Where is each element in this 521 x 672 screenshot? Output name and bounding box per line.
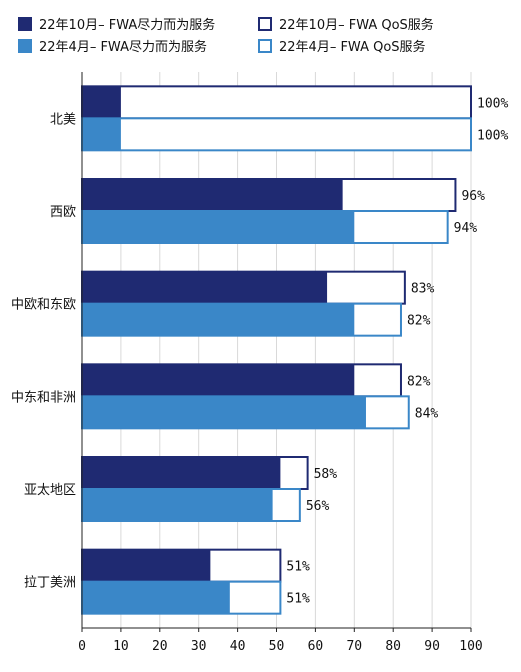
legend-label-oct-qos: 22年10月– FWA QoS服务	[279, 18, 434, 33]
legend-item-apr-qos: 22年4月– FWA QoS服务	[258, 36, 426, 55]
bar-apr-best-effort	[82, 396, 366, 429]
x-tick-label-80: 80	[385, 639, 401, 654]
x-axis: 0 10 20 30 40 50 60 70 80 90 100	[78, 72, 483, 654]
legend: 22年10月– FWA尽力而为服务 22年10月– FWA QoS服务 22年4…	[0, 0, 521, 60]
data-label-apr: 82%	[407, 314, 431, 329]
x-tick-label-30: 30	[191, 639, 207, 654]
legend-label-apr-qos: 22年4月– FWA QoS服务	[279, 40, 426, 55]
legend-swatch-oct-best-effort	[18, 16, 32, 31]
data-label-apr: 94%	[454, 221, 478, 236]
x-tick-label-70: 70	[346, 639, 362, 654]
legend-swatch-apr-qos	[258, 38, 272, 53]
bar-oct-qos	[81, 85, 472, 120]
legend-item-oct-best-effort: 22年10月– FWA尽力而为服务	[18, 14, 215, 33]
x-tick-label-50: 50	[269, 639, 285, 654]
legend-swatch-oct-qos	[258, 16, 272, 31]
data-label-apr: 51%	[286, 592, 310, 607]
bars	[81, 85, 472, 615]
category-label: 中欧和东欧	[11, 298, 76, 313]
bar-apr-best-effort	[82, 581, 230, 614]
grid	[120, 72, 472, 628]
x-tick-label-10: 10	[113, 639, 129, 654]
x-tick-label-0: 0	[78, 639, 86, 654]
legend-item-oct-qos: 22年10月– FWA QoS服务	[258, 14, 434, 33]
bar-oct-best-effort	[82, 179, 343, 211]
data-label-apr: 84%	[415, 406, 439, 421]
bar-apr-best-effort	[82, 211, 355, 243]
bar-apr-qos	[81, 117, 472, 152]
category-label: 北美	[50, 112, 76, 127]
bar-oct-best-effort	[82, 364, 355, 397]
bar-oct-best-effort	[82, 271, 328, 304]
category-label: 亚太地区	[24, 483, 76, 498]
x-tick-label-60: 60	[308, 639, 324, 654]
x-tick-label-20: 20	[152, 639, 168, 654]
x-tick-label-90: 90	[424, 639, 440, 654]
x-tick-label-40: 40	[230, 639, 246, 654]
legend-label-apr-best-effort: 22年4月– FWA尽力而为服务	[39, 40, 207, 55]
bar-apr-best-effort	[82, 489, 273, 521]
data-label-oct: 96%	[461, 189, 485, 204]
x-tick-label-100: 100	[459, 639, 482, 654]
bar-apr-best-effort	[82, 303, 355, 336]
data-label-oct: 83%	[411, 282, 435, 297]
labels: 北美 100% 100% 西欧 96% 94% 中欧和东欧 83% 82% 中东和非洲 82% 84%…	[11, 96, 508, 606]
data-label-oct: 82%	[407, 374, 431, 389]
bar-oct-best-effort	[82, 549, 211, 582]
category-label: 中东和非洲	[11, 390, 76, 405]
data-label-oct: 58%	[314, 467, 338, 482]
bar-apr-best-effort	[82, 118, 121, 151]
data-label-apr: 56%	[306, 499, 330, 514]
data-label-oct: 100%	[477, 96, 508, 111]
data-label-apr: 100%	[477, 128, 508, 143]
category-label: 拉丁美洲	[24, 576, 76, 591]
category-label: 西欧	[50, 205, 76, 220]
data-label-oct: 51%	[286, 560, 310, 575]
legend-item-apr-best-effort: 22年4月– FWA尽力而为服务	[18, 36, 207, 55]
bar-oct-best-effort	[82, 86, 121, 119]
legend-swatch-apr-best-effort	[18, 38, 32, 53]
legend-label-oct-best-effort: 22年10月– FWA尽力而为服务	[39, 18, 216, 33]
bar-oct-best-effort	[82, 457, 281, 489]
